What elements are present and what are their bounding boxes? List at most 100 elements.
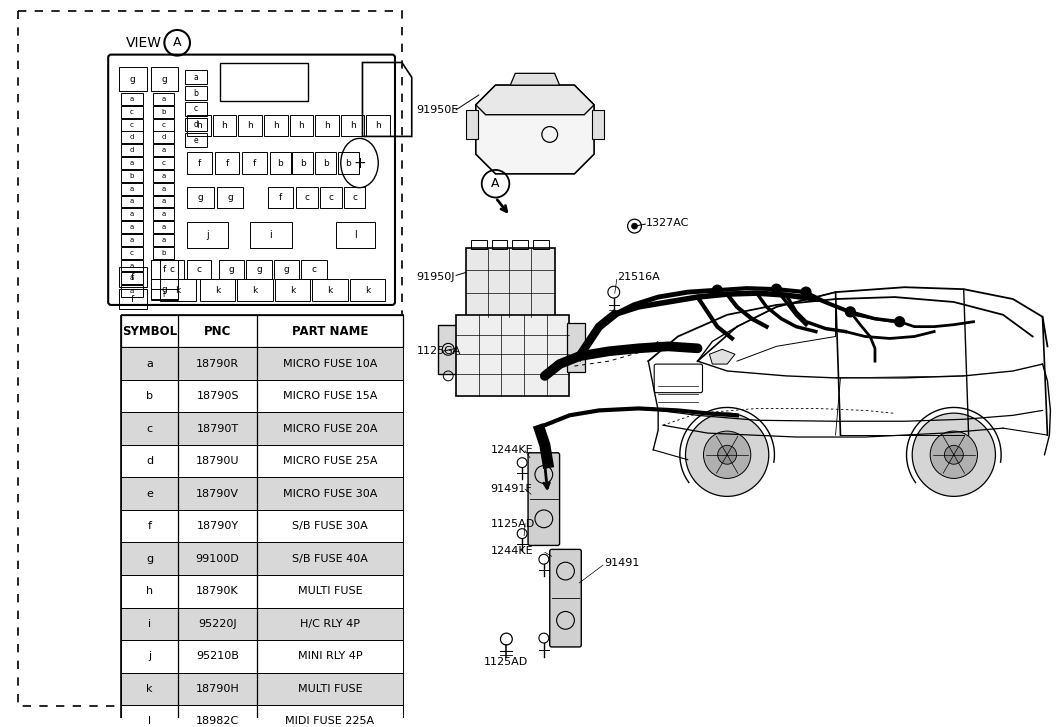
Text: a: a <box>130 198 134 204</box>
Text: a: a <box>162 212 166 217</box>
Bar <box>161 260 184 279</box>
Bar <box>313 279 348 301</box>
Text: g: g <box>162 75 167 84</box>
Bar <box>152 234 174 246</box>
Bar <box>341 115 365 137</box>
Text: f: f <box>225 158 229 167</box>
Text: e: e <box>146 489 153 499</box>
Bar <box>250 222 291 248</box>
Polygon shape <box>510 73 559 85</box>
Bar <box>121 315 403 727</box>
Bar <box>219 260 244 279</box>
Bar <box>185 134 206 148</box>
Bar <box>185 102 206 116</box>
Bar <box>512 240 528 249</box>
Bar <box>568 323 586 372</box>
Text: A: A <box>173 36 182 49</box>
Bar <box>121 221 142 233</box>
FancyBboxPatch shape <box>528 453 559 545</box>
Circle shape <box>895 317 905 326</box>
Bar <box>292 152 314 174</box>
Text: c: c <box>305 193 309 202</box>
Text: a: a <box>162 224 166 230</box>
Text: MIDI FUSE 225A: MIDI FUSE 225A <box>285 716 374 726</box>
Text: b: b <box>345 158 351 167</box>
Text: f: f <box>280 193 283 202</box>
Bar <box>17 11 402 706</box>
Text: h: h <box>324 121 330 130</box>
Text: 1125GA: 1125GA <box>417 346 461 356</box>
Text: g: g <box>198 193 203 202</box>
Text: c: c <box>197 265 201 274</box>
Text: S/B FUSE 30A: S/B FUSE 30A <box>292 521 368 531</box>
Bar <box>121 246 142 259</box>
Bar <box>491 240 507 249</box>
Bar <box>121 157 142 169</box>
Text: l: l <box>148 716 151 726</box>
Bar <box>185 118 206 132</box>
Bar <box>152 221 174 233</box>
Text: k: k <box>215 286 220 294</box>
Text: a: a <box>130 185 134 192</box>
Circle shape <box>631 223 638 229</box>
Text: a: a <box>130 237 134 243</box>
Bar <box>121 234 142 246</box>
Bar <box>438 325 458 374</box>
Bar <box>187 115 210 137</box>
Text: a: a <box>162 96 166 102</box>
Text: 91491: 91491 <box>604 558 639 569</box>
Circle shape <box>718 446 737 465</box>
Bar <box>161 279 196 301</box>
Text: f: f <box>131 273 134 282</box>
Circle shape <box>912 413 995 497</box>
Text: j: j <box>148 651 151 662</box>
Text: a: a <box>162 237 166 243</box>
Text: 18790K: 18790K <box>197 586 239 596</box>
Text: a: a <box>146 358 153 369</box>
Text: a: a <box>193 73 199 81</box>
Bar <box>121 170 142 182</box>
Text: a: a <box>162 173 166 179</box>
Text: 18790S: 18790S <box>197 391 239 401</box>
Bar <box>121 196 142 207</box>
Text: a: a <box>130 96 134 102</box>
Text: PART NAME: PART NAME <box>291 324 368 337</box>
Text: 18790U: 18790U <box>196 456 239 466</box>
Bar <box>264 115 288 137</box>
Bar <box>471 240 487 249</box>
Circle shape <box>772 284 781 294</box>
Text: 18790Y: 18790Y <box>197 521 239 531</box>
Text: h: h <box>350 121 355 130</box>
Bar <box>466 248 555 317</box>
Bar <box>187 222 229 248</box>
Text: l: l <box>354 230 357 240</box>
Text: g: g <box>146 554 153 563</box>
Text: c: c <box>130 121 134 127</box>
Text: 18790V: 18790V <box>196 489 239 499</box>
Text: c: c <box>352 193 357 202</box>
Text: g: g <box>227 193 233 202</box>
Text: f: f <box>148 521 152 531</box>
Bar <box>242 152 267 174</box>
Text: b: b <box>277 158 283 167</box>
Polygon shape <box>476 85 594 115</box>
Text: c: c <box>311 265 317 274</box>
Text: c: c <box>130 109 134 115</box>
Text: b: b <box>300 158 306 167</box>
Bar <box>315 152 336 174</box>
Text: MICRO FUSE 25A: MICRO FUSE 25A <box>283 456 377 466</box>
Text: 18790R: 18790R <box>196 358 239 369</box>
Text: 91491F: 91491F <box>491 484 533 494</box>
Text: c: c <box>170 265 174 274</box>
Text: MICRO FUSE 15A: MICRO FUSE 15A <box>283 391 377 401</box>
Text: k: k <box>147 684 153 694</box>
Bar <box>213 115 236 137</box>
Text: k: k <box>365 286 370 294</box>
Bar <box>121 672 403 705</box>
Text: k: k <box>175 286 181 294</box>
Text: b: b <box>146 391 153 401</box>
Circle shape <box>944 446 963 465</box>
Bar <box>119 68 147 91</box>
Text: 91950J: 91950J <box>417 273 455 282</box>
Bar <box>121 705 403 727</box>
